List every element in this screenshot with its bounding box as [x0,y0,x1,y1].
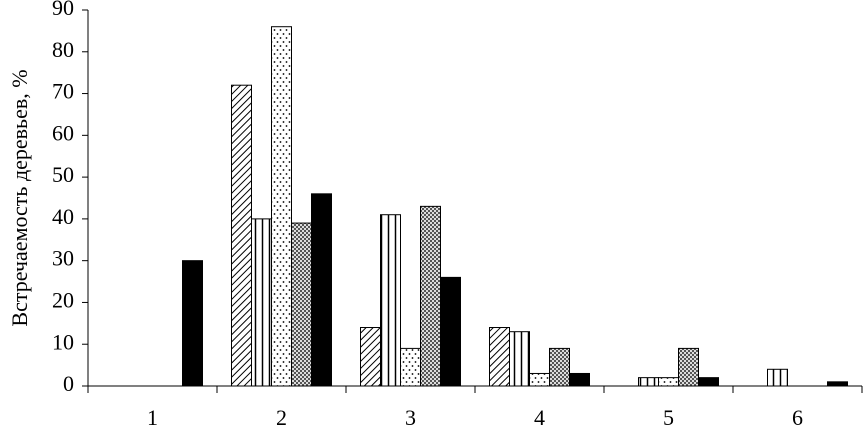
bar [231,84,252,387]
bar [529,372,550,387]
x-tick-label: 1 [147,405,158,430]
bar [509,331,530,387]
bar [420,205,441,387]
bar [400,347,421,387]
y-tick-label: 20 [52,287,74,312]
bar [767,368,788,387]
bar [291,222,312,387]
bar [311,193,332,387]
y-tick-label: 30 [52,246,74,271]
y-tick-label: 0 [63,371,74,396]
x-tick-label: 2 [276,405,287,430]
x-tick-label: 5 [663,405,674,430]
y-tick-label: 40 [52,204,74,229]
y-tick-label: 50 [52,162,74,187]
bar [380,214,401,387]
y-axis-label: Встречаемость деревьев, % [7,69,32,326]
y-tick-label: 60 [52,120,74,145]
bar [638,377,659,387]
bar [489,327,510,387]
bar [549,347,570,387]
bar [440,276,461,387]
y-tick-label: 90 [52,0,74,20]
x-tick-label: 3 [405,405,416,430]
bar [658,377,679,387]
bar [569,372,590,387]
x-tick-label: 6 [792,405,803,430]
bar [678,347,699,387]
x-tick-label: 4 [534,405,545,430]
bar [698,377,719,387]
y-tick-label: 70 [52,79,74,104]
bar [251,218,272,387]
bar [271,26,292,387]
y-tick-label: 10 [52,329,74,354]
bar [360,327,381,387]
bar [182,260,203,387]
bar [827,381,848,387]
y-tick-label: 80 [52,37,74,62]
